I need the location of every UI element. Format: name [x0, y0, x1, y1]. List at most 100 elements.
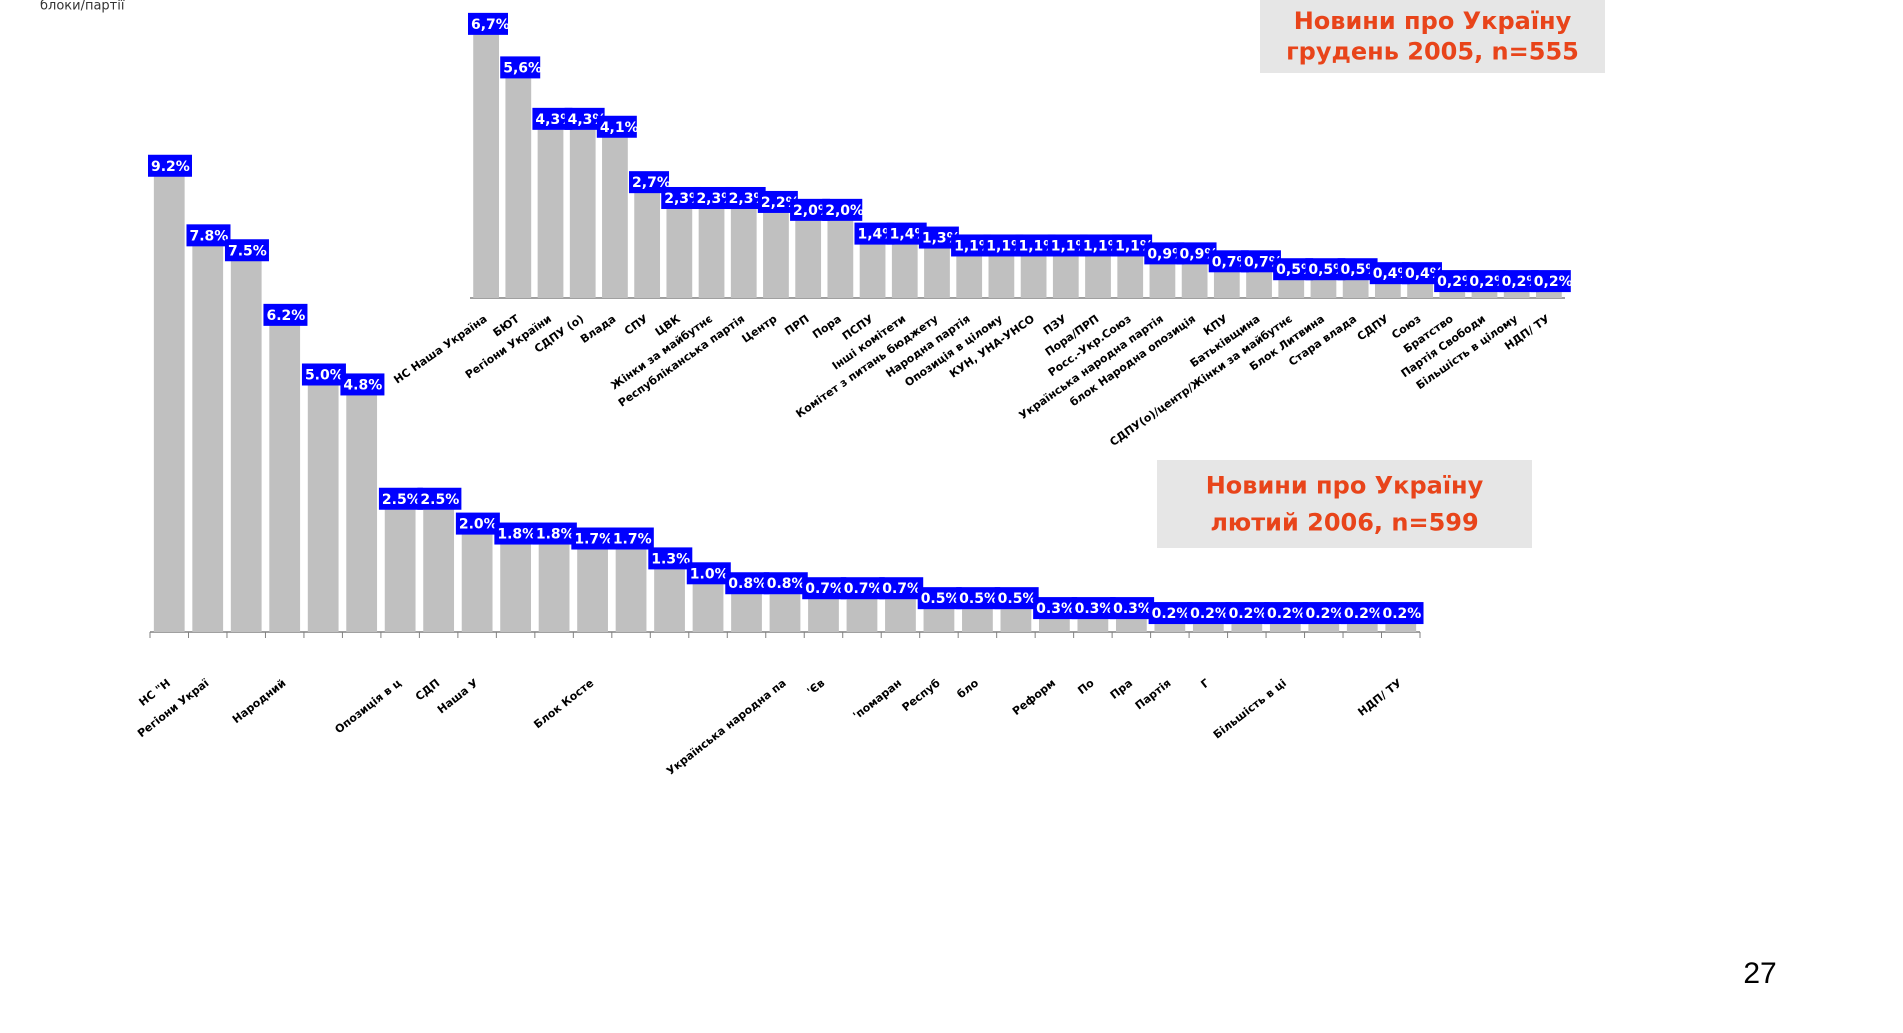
value-label: 0.3% [1113, 601, 1152, 617]
bar [731, 592, 762, 632]
value-label: 5.0% [305, 368, 344, 384]
value-label-box [917, 587, 962, 610]
value-label: 0.7% [805, 581, 844, 597]
bar [500, 542, 531, 632]
bar [153, 174, 185, 632]
value-label: 7.8% [189, 228, 228, 244]
bar [569, 127, 596, 298]
bar [1471, 290, 1498, 298]
bar [1213, 270, 1240, 298]
value-label: 9.2% [151, 159, 190, 175]
value-label-box [629, 171, 670, 194]
bar [885, 597, 916, 632]
x-tick-label: Блок Косте [531, 676, 596, 731]
bar [192, 244, 224, 632]
value-label-box [224, 239, 269, 262]
bar [769, 592, 801, 632]
value-label-box [186, 224, 231, 247]
chart-title: Новини про Україну [1294, 7, 1572, 35]
value-label-box [802, 577, 847, 600]
value-label: 0.2% [1344, 606, 1383, 622]
value-label: 0.2% [1383, 606, 1422, 622]
value-label: 0.3% [1036, 601, 1075, 617]
bar [461, 532, 493, 632]
value-label-box [1208, 250, 1249, 273]
bar [1385, 622, 1417, 632]
value-label: 2.5% [420, 492, 459, 508]
bar [346, 393, 378, 632]
value-label-box [1047, 234, 1088, 257]
bar [891, 242, 918, 298]
value-label-box [1071, 597, 1116, 620]
value-label: 2,3% [729, 191, 768, 207]
bar [1374, 282, 1401, 298]
value-label-box [1341, 602, 1386, 625]
bar [698, 206, 725, 298]
bar [654, 567, 685, 632]
bar [1117, 254, 1144, 298]
x-tick-label: 'Єв [805, 676, 828, 698]
bar [1278, 278, 1305, 298]
value-label-box [1112, 234, 1153, 257]
bar [602, 135, 628, 298]
value-label-box [886, 222, 927, 245]
value-label-box [263, 303, 308, 326]
value-label-box [1033, 597, 1078, 620]
bar [577, 547, 608, 632]
value-label: 1,1% [1115, 238, 1154, 254]
x-tick-label: Партія [1133, 676, 1174, 712]
value-label-box [1144, 242, 1185, 265]
bar [615, 547, 647, 632]
x-tick-label: Пора [810, 312, 844, 341]
value-label: 2.5% [382, 492, 421, 508]
value-label-box [1379, 602, 1424, 625]
value-label: 4,3% [568, 112, 607, 128]
value-label: 2,3% [696, 191, 735, 207]
value-label-box [1369, 262, 1410, 285]
value-label: 6,7% [471, 17, 510, 33]
bar [1154, 622, 1186, 632]
value-label-box [609, 527, 654, 550]
value-label: 1.7% [613, 532, 652, 548]
value-label: 6.2% [266, 308, 305, 324]
value-label: 1.0% [690, 566, 729, 582]
value-label-box [1401, 262, 1442, 285]
value-label: 1,1% [1019, 238, 1058, 254]
value-label: 2,0% [793, 203, 832, 219]
value-label-box [725, 572, 770, 595]
value-label-box [148, 154, 192, 177]
value-label-box [532, 107, 573, 130]
value-label-box [854, 222, 895, 245]
value-label: 1,1% [986, 238, 1025, 254]
bar [1085, 254, 1111, 298]
x-tick-label: Українська народна па [664, 676, 789, 777]
x-tick-label: Реформ [1010, 676, 1058, 718]
value-label: 0,2% [1469, 274, 1508, 290]
bar [1310, 278, 1337, 298]
value-label: 0.5% [921, 591, 960, 607]
value-label-box [500, 56, 541, 79]
bar [505, 76, 532, 299]
x-tick-label: бло [955, 676, 982, 701]
value-label-box [994, 587, 1039, 610]
x-tick-label: Наша У [435, 676, 481, 716]
value-label: 0.8% [767, 576, 806, 592]
bar [1181, 262, 1208, 298]
value-label: 1.8% [536, 527, 575, 543]
bar [730, 206, 757, 298]
bar [795, 218, 822, 298]
value-label: 1,4% [857, 227, 896, 243]
value-label: 1,1% [1051, 238, 1090, 254]
x-tick-label: Пра [1108, 676, 1135, 701]
bar [1439, 290, 1466, 298]
value-label: 2.0% [459, 517, 498, 533]
page-number: 27 [1743, 957, 1776, 990]
bar [1020, 254, 1047, 298]
value-label-box [532, 522, 577, 545]
bar [1342, 278, 1369, 298]
value-label: 0,9% [1180, 246, 1219, 262]
value-label-box [494, 522, 539, 545]
value-label-box [1148, 602, 1193, 625]
bar [269, 323, 301, 632]
